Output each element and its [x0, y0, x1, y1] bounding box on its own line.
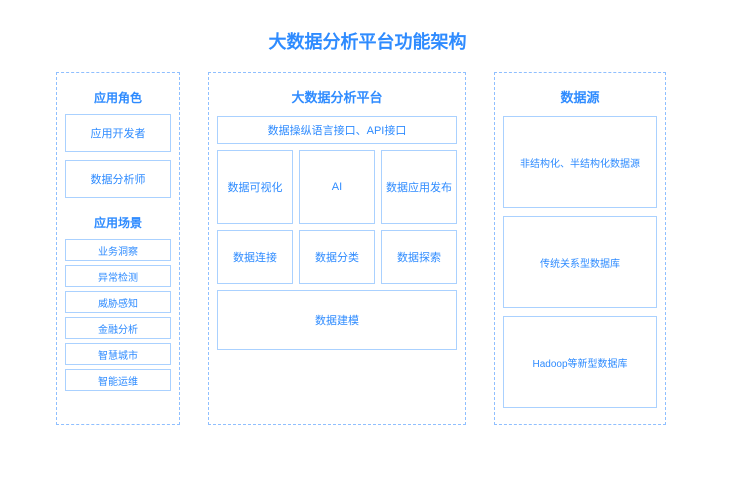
platform-cell: 数据可视化	[217, 150, 293, 224]
platform-cell: 数据应用发布	[381, 150, 457, 224]
roles-title: 应用角色	[65, 81, 171, 114]
platform-cell: AI	[299, 150, 375, 224]
model-cell: 数据建模	[217, 290, 457, 350]
scenes-title: 应用场景	[65, 206, 171, 239]
scene-cell: 威胁感知	[65, 291, 171, 313]
api-cell: 数据操纵语言接口、API接口	[217, 116, 457, 144]
scene-cell: 业务洞察	[65, 239, 171, 261]
platform-row-a: 数据可视化 AI 数据应用发布	[217, 150, 457, 224]
panel-roles-scenes: 应用角色 应用开发者 数据分析师 应用场景 业务洞察 异常检测 威胁感知 金融分…	[56, 72, 180, 425]
role-cell: 应用开发者	[65, 114, 171, 152]
platform-row-b: 数据连接 数据分类 数据探索	[217, 230, 457, 284]
scene-cell: 智能运维	[65, 369, 171, 391]
platform-title: 大数据分析平台	[217, 81, 457, 116]
source-cell: Hadoop等新型数据库	[503, 316, 657, 408]
platform-cell: 数据连接	[217, 230, 293, 284]
source-cell: 非结构化、半结构化数据源	[503, 116, 657, 208]
platform-cell: 数据探索	[381, 230, 457, 284]
scene-cell: 异常检测	[65, 265, 171, 287]
role-cell: 数据分析师	[65, 160, 171, 198]
diagram-layout: 应用角色 应用开发者 数据分析师 应用场景 业务洞察 异常检测 威胁感知 金融分…	[0, 72, 735, 425]
diagram-title: 大数据分析平台功能架构	[0, 0, 735, 72]
scene-cell: 智慧城市	[65, 343, 171, 365]
scene-cell: 金融分析	[65, 317, 171, 339]
platform-cell: 数据分类	[299, 230, 375, 284]
panel-sources: 数据源 非结构化、半结构化数据源 传统关系型数据库 Hadoop等新型数据库	[494, 72, 666, 425]
sources-title: 数据源	[503, 81, 657, 116]
source-cell: 传统关系型数据库	[503, 216, 657, 308]
panel-platform: 大数据分析平台 数据操纵语言接口、API接口 数据可视化 AI 数据应用发布 数…	[208, 72, 466, 425]
